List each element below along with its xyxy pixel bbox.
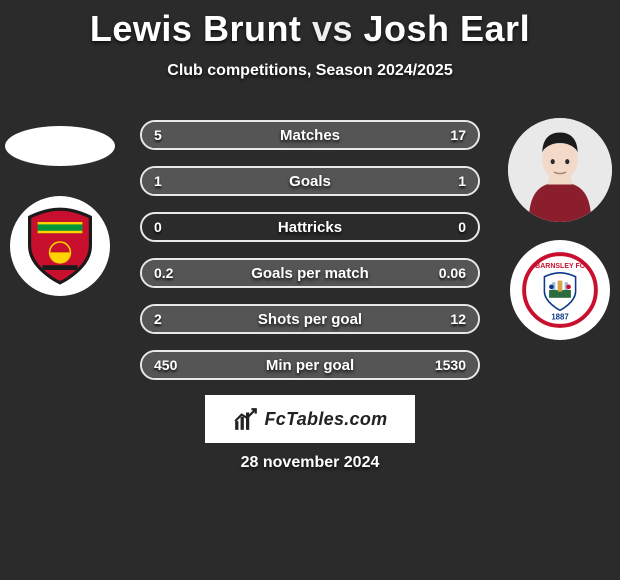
stat-row: 450 1530 Min per goal xyxy=(140,350,480,380)
stat-value-right: 0.06 xyxy=(439,265,466,281)
stat-value-left: 5 xyxy=(154,127,162,143)
fctables-logo-icon xyxy=(233,406,259,432)
player1-club-badge xyxy=(10,196,110,296)
player2-name: Josh Earl xyxy=(364,8,531,49)
left-column xyxy=(0,110,120,296)
stat-value-right: 17 xyxy=(450,127,466,143)
wrexham-badge-icon xyxy=(20,206,100,286)
watermark-text: FcTables.com xyxy=(265,409,388,430)
stat-value-left: 0 xyxy=(154,219,162,235)
stat-label: Goals per match xyxy=(251,265,369,282)
right-column: BARNSLEY FC 1887 xyxy=(500,110,620,340)
stat-value-left: 0.2 xyxy=(154,265,173,281)
stat-label: Goals xyxy=(289,173,331,190)
stat-row: 0.2 0.06 Goals per match xyxy=(140,258,480,288)
stat-label: Shots per goal xyxy=(258,311,362,328)
watermark: FcTables.com xyxy=(205,395,415,443)
stat-value-right: 1 xyxy=(458,173,466,189)
stat-fill-left xyxy=(142,306,189,332)
player2-club-badge: BARNSLEY FC 1887 xyxy=(510,240,610,340)
stat-fill-right xyxy=(219,122,478,148)
stat-value-left: 2 xyxy=(154,311,162,327)
svg-text:1887: 1887 xyxy=(551,313,568,322)
stat-row: 5 17 Matches xyxy=(140,120,480,150)
player2-avatar xyxy=(508,118,612,222)
stat-label: Hattricks xyxy=(278,219,342,236)
player-photo-icon xyxy=(508,118,612,222)
player1-name: Lewis Brunt xyxy=(90,8,302,49)
date-label: 28 november 2024 xyxy=(0,454,620,472)
subtitle: Club competitions, Season 2024/2025 xyxy=(0,62,620,80)
svg-text:BARNSLEY FC: BARNSLEY FC xyxy=(535,263,585,270)
stat-value-right: 1530 xyxy=(435,357,466,373)
stat-value-right: 12 xyxy=(450,311,466,327)
stat-value-left: 1 xyxy=(154,173,162,189)
stat-value-left: 450 xyxy=(154,357,177,373)
stats-panel: 5 17 Matches 1 1 Goals 0 0 Hattricks 0.2 0.06 Goals… xyxy=(140,120,480,396)
stat-label: Min per goal xyxy=(266,357,354,374)
stat-row: 1 1 Goals xyxy=(140,166,480,196)
stat-fill-right xyxy=(310,168,478,194)
comparison-title: Lewis Brunt vs Josh Earl xyxy=(0,0,620,50)
barnsley-badge-icon: BARNSLEY FC 1887 xyxy=(521,251,599,329)
player1-avatar xyxy=(5,126,115,166)
stat-fill-left xyxy=(142,168,310,194)
stat-row: 2 12 Shots per goal xyxy=(140,304,480,334)
vs-label: vs xyxy=(312,8,353,49)
stat-row: 0 0 Hattricks xyxy=(140,212,480,242)
stat-value-right: 0 xyxy=(458,219,466,235)
stat-label: Matches xyxy=(280,127,340,144)
